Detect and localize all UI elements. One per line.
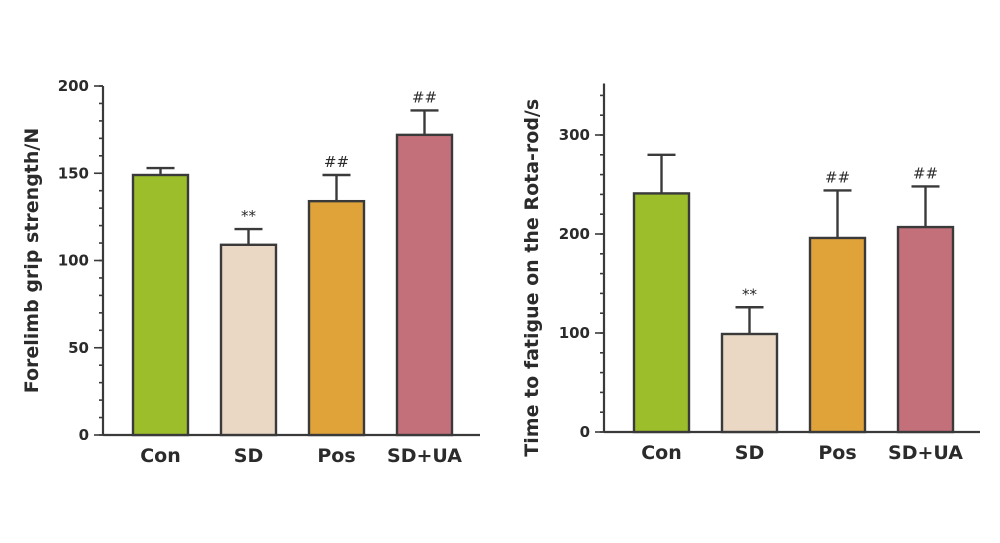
y-axis-label: Forelimb grip strength/N [21,128,43,393]
y-tick-label: 100 [559,324,590,342]
chart-1: 0 50 100 150 200 Forelimb grip strength/N Con *… [21,77,480,467]
x-category-label: Con [140,445,181,467]
x-category-label: Pos [317,445,355,467]
significance-mark: ## [913,164,938,182]
bar-sd-ua [395,133,454,437]
bar-sd [219,243,278,437]
significance-mark: ## [324,153,349,171]
bar-sd [720,332,779,434]
significance-mark: ** [742,285,758,303]
x-category-label: SD [234,445,263,467]
x-category-label: SD [735,442,764,464]
y-tick-label: 150 [58,164,89,182]
bar-pos [307,199,366,437]
y-tick-label: 200 [58,77,89,95]
x-category-label: Pos [818,442,856,464]
significance-mark: ## [825,168,850,186]
y-tick-label: 50 [68,339,89,357]
x-category-label: SD+UA [387,445,462,467]
y-axis-label: Time to fatigue on the Rota-rod/s [521,99,543,457]
bar-con [632,192,691,434]
significance-mark: ## [412,88,437,106]
chart-2: 0 100 200 300 Time to fatigue on the Rota-ro… [521,83,980,464]
bar-sd-ua [896,225,955,434]
significance-mark: ** [241,207,257,225]
bar-con [131,173,190,437]
y-tick-label: 0 [580,423,590,441]
x-category-label: SD+UA [888,442,963,464]
y-tick-label: 200 [559,225,590,243]
x-category-label: Con [641,442,682,464]
y-tick-label: 100 [58,252,89,270]
y-tick-label: 300 [559,126,590,144]
bar-pos [808,236,867,434]
y-tick-label: 0 [79,426,89,444]
